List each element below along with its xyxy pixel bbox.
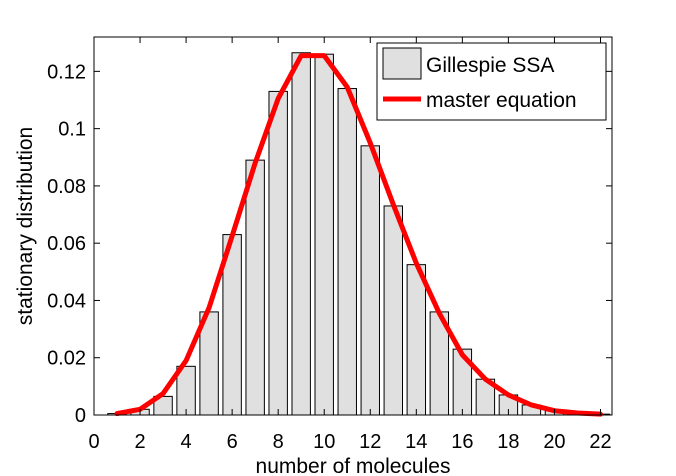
ticks: 0 2 4 6 8 10 12 14 16 18 20 22 0 0.02 0.04 0.06 0.08 0.1 0… (47, 37, 612, 453)
bar (245, 159, 265, 416)
y-tick-label: 0.06 (47, 233, 86, 255)
x-tick-label: 16 (451, 431, 473, 453)
bar (360, 145, 380, 416)
x-tick-label: 4 (181, 431, 192, 453)
x-tick-label: 12 (359, 431, 381, 453)
x-tick-label: 8 (273, 431, 284, 453)
x-tick-label: 0 (88, 431, 99, 453)
bar (337, 88, 357, 416)
y-tick-label: 0.08 (47, 176, 86, 198)
axes (93, 36, 613, 416)
legend-label-master-equation: master equation (426, 89, 577, 112)
bar-series (107, 52, 611, 416)
master-equation-line (114, 53, 603, 417)
x-tick-label: 20 (543, 431, 565, 453)
bar (268, 90, 288, 416)
bar (383, 205, 403, 416)
plot-frame (93, 36, 613, 416)
line-series (114, 53, 603, 417)
y-tick-label: 0.04 (47, 290, 86, 312)
x-tick-label: 22 (589, 431, 611, 453)
bar (291, 52, 311, 416)
legend-label-gillespie: Gillespie SSA (426, 54, 554, 77)
legend: Gillespie SSA master equation (376, 42, 607, 121)
y-axis-label: stationary distribution (14, 127, 37, 325)
bar (314, 53, 334, 416)
x-tick-label: 10 (313, 431, 335, 453)
x-axis-label: number of molecules (256, 455, 451, 476)
y-tick-label: 0.02 (47, 348, 86, 370)
x-tick-label: 14 (405, 431, 427, 453)
x-tick-label: 18 (497, 431, 519, 453)
y-tick-label: 0 (75, 405, 86, 427)
y-tick-label: 0.1 (58, 119, 86, 141)
x-tick-label: 2 (134, 431, 145, 453)
x-tick-label: 6 (227, 431, 238, 453)
bar (406, 264, 427, 416)
y-tick-label: 0.12 (47, 61, 86, 83)
legend-swatch-gillespie (382, 47, 422, 80)
